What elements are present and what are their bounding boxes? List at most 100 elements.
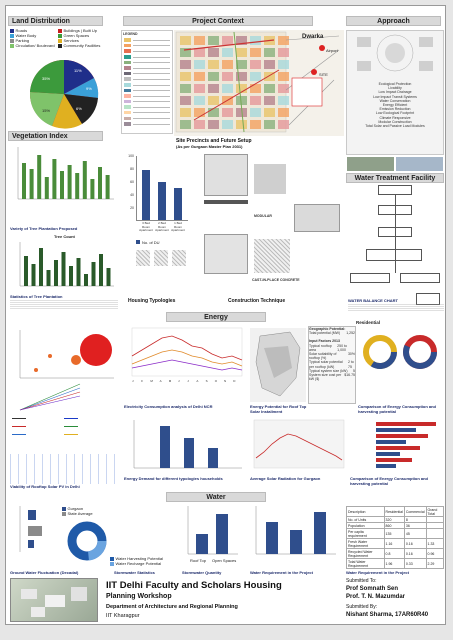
legend-label: Circulation/ Boulevard bbox=[15, 43, 55, 48]
table-row: Total Water Requirement 1.96 0.33 2.29 bbox=[346, 558, 445, 569]
approach-item: Ecological Protection bbox=[378, 82, 412, 86]
housing-chart: 100 80 60 40 20 3 Bed Room Apartment 2 Be… bbox=[124, 154, 189, 232]
energy-demand-caption: Energy Demand for different typologies h… bbox=[124, 476, 223, 481]
legend-swatch bbox=[58, 33, 62, 38]
pie-label: 35% bbox=[42, 76, 50, 81]
month-tick: J bbox=[187, 379, 189, 383]
context-legend-row bbox=[122, 121, 172, 127]
energy-header: Energy bbox=[166, 312, 266, 322]
housing-plans bbox=[136, 250, 186, 266]
professor-1: Prof Somnath Sen bbox=[346, 586, 399, 592]
donut-legend: Water Harvesting Potential Water Recharg… bbox=[110, 556, 163, 566]
poster-sheet: Land Distribution Project Context Approa… bbox=[5, 5, 446, 625]
project-context-header: Project Context bbox=[123, 16, 313, 26]
energy-demand-chart bbox=[133, 420, 242, 469]
water-balance-caption: WATER BALANCE CHART bbox=[348, 298, 398, 303]
construction-diagrams: MODULAR CAST-IN-PLACE CONCRETE bbox=[204, 154, 344, 294]
approach-item: Water Conservation bbox=[379, 98, 411, 103]
table-row: Per capita requirement 135 45 bbox=[346, 528, 445, 539]
housing-legend: No. of DU bbox=[136, 240, 160, 245]
housing-bar bbox=[174, 188, 182, 220]
electricity-consumption-caption: Electricity Consumption analysis of Delh… bbox=[124, 404, 213, 409]
month-tick: J bbox=[178, 379, 180, 383]
groundwater-chart bbox=[19, 506, 42, 552]
context-legend-panel: LEGEND bbox=[121, 30, 173, 134]
modular-label: MODULAR bbox=[254, 214, 272, 218]
submitted-to-label: Submitted To: bbox=[346, 578, 377, 584]
groundwater-caption: Ground Water Fluctuation (Decadal) bbox=[10, 570, 79, 575]
tree-stats-caption: Statistics of Tree Plantation bbox=[10, 294, 63, 299]
delhi-map bbox=[250, 328, 306, 402]
table-row: Fresh Water Requirement 1.16 0.16 1.33 bbox=[346, 538, 445, 549]
table-row: Recycled Water Requirement 0.8 0.16 0.96 bbox=[346, 548, 445, 559]
context-legend-row bbox=[122, 65, 172, 71]
energy-row: Solar suitability of rooftop (%) 30% bbox=[309, 352, 355, 361]
legend-swatch bbox=[10, 43, 14, 48]
airport-marker bbox=[319, 45, 325, 51]
water-legend-label: State Average bbox=[67, 511, 93, 516]
legend-swatch bbox=[58, 38, 62, 43]
context-map: Dwarka Airport SITE bbox=[174, 30, 344, 136]
airport-label: Airport bbox=[326, 48, 339, 53]
stormwater-quantity-caption: Stormwater Quantity bbox=[182, 570, 222, 575]
tree-count-chart bbox=[19, 242, 114, 287]
housing-bar-label: 3 Bed Room Apartment bbox=[139, 221, 153, 232]
approach-header: Approach bbox=[346, 16, 441, 26]
energy-bubble-chart bbox=[10, 326, 118, 416]
legend-swatch bbox=[10, 33, 14, 38]
approach-item: Total Solar and Passive Load Modules bbox=[365, 124, 425, 129]
legend-label: Buildings | Built Up bbox=[63, 28, 98, 33]
land-pie-chart: 11% 9% 6% 15% 35% bbox=[29, 59, 99, 129]
context-legend-row bbox=[122, 43, 172, 49]
housing-bar-label: 1 Bed Room Apartment bbox=[171, 221, 185, 232]
pie-label: 6% bbox=[76, 106, 82, 111]
residential-label: Residential bbox=[356, 320, 381, 325]
department-name: Department of Architecture and Regional … bbox=[106, 604, 238, 610]
viability-caption: Viability of Rooftop Solar PV in Delhi bbox=[10, 484, 80, 489]
month-tick: O bbox=[215, 379, 218, 383]
housing-typologies-caption: Housing Typologies bbox=[128, 298, 176, 304]
water-balance-note bbox=[348, 303, 444, 311]
site-label: SITE bbox=[319, 72, 328, 77]
context-legend-row bbox=[122, 54, 172, 60]
open-spaces-label: Open Spaces bbox=[212, 558, 237, 563]
water-requirement-table: Description Residential Commercial Grand To… bbox=[346, 506, 445, 569]
energy-legend-lines bbox=[12, 418, 116, 446]
month-tick: S bbox=[206, 379, 208, 383]
energy-row: Total potential (MW) 1,252 bbox=[309, 331, 355, 336]
month-tick: N bbox=[224, 379, 226, 383]
context-legend-row bbox=[122, 99, 172, 105]
legend-label: Parking bbox=[15, 38, 30, 43]
energy-row: Typical system size (kW) 5 bbox=[309, 368, 355, 373]
context-legend-row bbox=[122, 37, 172, 43]
month-tick: M bbox=[150, 379, 153, 383]
context-legend-row bbox=[122, 82, 172, 88]
approach-item: Climate Responsive bbox=[379, 115, 411, 120]
roof-top-label: Roof Top bbox=[190, 558, 206, 563]
month-tick: A bbox=[160, 379, 162, 383]
approach-item: Livability bbox=[388, 86, 402, 91]
context-legend-row bbox=[122, 71, 172, 77]
energy-potential-caption: Energy Potential for Roof Top Solar Inst… bbox=[250, 404, 307, 414]
construction-technique-caption: Construction Technique bbox=[228, 298, 286, 304]
geo-title: Geographic Potential: bbox=[309, 327, 346, 331]
approach-list: Ecological Protection Livability Low Impac… bbox=[347, 82, 443, 128]
energy-donut-charts bbox=[358, 326, 444, 404]
energy-row: Typical rooftop area 250 to 1,000 bbox=[309, 343, 347, 352]
site-marker bbox=[311, 69, 317, 75]
solar-radiation-chart bbox=[253, 419, 345, 469]
legend-label: Services bbox=[63, 38, 79, 43]
castin-label: CAST-IN-PLACE CONCRETE bbox=[252, 278, 300, 282]
legend-swatch bbox=[10, 38, 14, 43]
land-distribution-header: Land Distribution bbox=[8, 16, 103, 26]
comparison-caption-1: Comparison of Energy Consumption and har… bbox=[358, 404, 437, 414]
approach-item: Low Impact Transit Systems bbox=[373, 94, 417, 99]
viability-chart bbox=[10, 454, 118, 484]
context-legend-row bbox=[122, 76, 172, 82]
context-legend-row bbox=[122, 116, 172, 122]
energy-row: Typical solar potential per rooftop (kW)… bbox=[309, 360, 354, 369]
stormwater-quantity-chart bbox=[187, 506, 238, 555]
project-title: IIT Delhi Faculty and Scholars Housing bbox=[106, 580, 282, 591]
vegetation-index-header: Vegetation Index bbox=[8, 131, 103, 141]
